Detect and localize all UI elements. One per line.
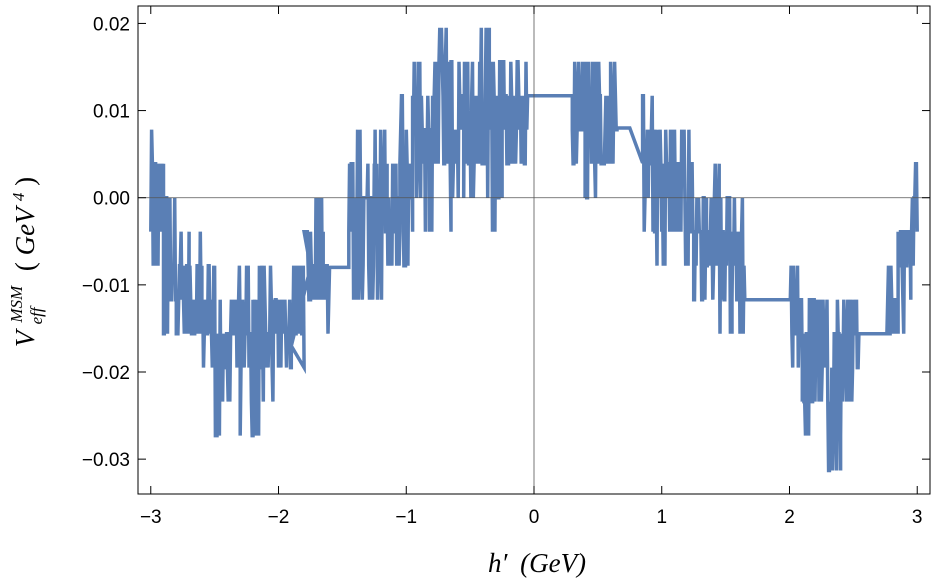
x-tick-label: 1	[656, 507, 667, 528]
x-axis-var: h′	[488, 548, 509, 578]
y-axis-title: V eff MSM ( GeV 4 )	[0, 177, 48, 347]
x-tick-label: −2	[268, 507, 290, 528]
y-tick-label: −0.03	[82, 450, 130, 471]
y-axis-unit: GeV	[10, 204, 40, 255]
x-axis-unit: (GeV)	[520, 548, 586, 578]
y-tick-label: 0.02	[93, 14, 130, 35]
y-axis-sup: MSM	[7, 285, 26, 324]
y-tick-label: 0.00	[93, 189, 130, 210]
y-axis-unit-exp: 4	[9, 192, 28, 201]
svg-text:V eff MSM (: V eff MSM ( GeV 4 )	[0, 177, 48, 347]
y-axis-sub: eff	[27, 305, 46, 324]
y-axis-unit-open: (	[10, 262, 40, 271]
y-axis-base: V	[10, 327, 40, 347]
y-tick-label: 0.01	[93, 102, 130, 123]
y-ticks: −0.03 −0.02 −0.01 0.00 0.01 0.02	[82, 14, 930, 471]
x-tick-label: 2	[784, 507, 795, 528]
y-tick-label: −0.01	[82, 276, 130, 297]
x-axis-title: h′ (GeV)	[488, 548, 586, 578]
x-tick-label: −1	[395, 507, 417, 528]
y-tick-label: −0.02	[82, 363, 130, 384]
y-axis-unit-close: )	[10, 177, 40, 186]
x-ticks: −3 −2 −1 0 1 2 3	[140, 6, 923, 528]
x-tick-label: −3	[140, 507, 162, 528]
x-tick-label: 3	[912, 507, 923, 528]
x-tick-label: 0	[529, 507, 540, 528]
